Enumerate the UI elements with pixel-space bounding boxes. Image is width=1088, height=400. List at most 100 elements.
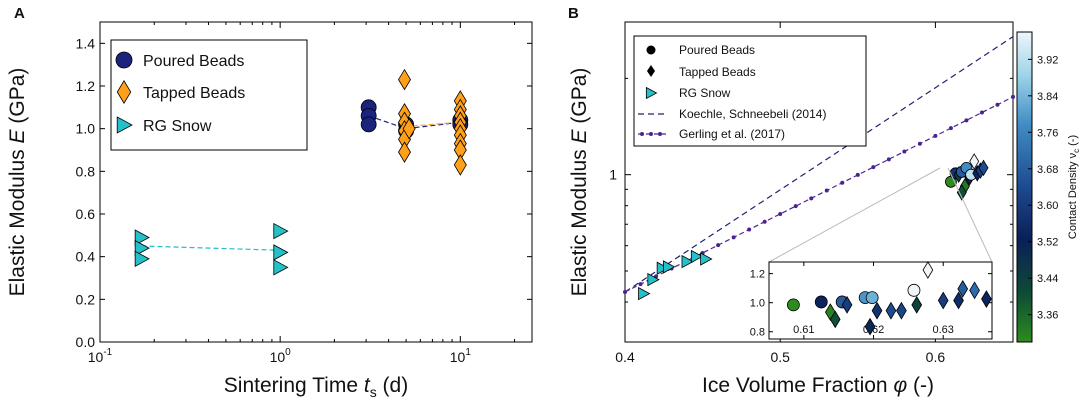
gerling-dot bbox=[995, 102, 1000, 107]
panel-a-xlabel-sub: s bbox=[370, 384, 377, 400]
a-xtick-label: 100 bbox=[270, 347, 292, 365]
inset-point-circle bbox=[907, 283, 921, 297]
a-point-triangle-right bbox=[134, 239, 150, 257]
gerling-dot bbox=[886, 157, 891, 162]
a-ytick-label: 0.6 bbox=[76, 206, 96, 222]
a-point-diamond bbox=[402, 117, 416, 140]
a-point-triangle-right bbox=[134, 250, 150, 267]
gerling-dot bbox=[638, 282, 643, 287]
colorbar-tick-label: 3.92 bbox=[1037, 54, 1058, 66]
colorbar-label-post: (-) bbox=[1067, 135, 1079, 149]
inset-point-diamond bbox=[969, 281, 980, 300]
gerling-dot bbox=[716, 243, 721, 248]
inset-point-diamond bbox=[864, 317, 876, 336]
b-snow-point bbox=[647, 272, 660, 287]
a-point-triangle-right bbox=[273, 222, 289, 240]
panel-a-ylabel-post: (GPa) bbox=[6, 68, 29, 130]
a-ytick-label: 0.4 bbox=[76, 249, 96, 265]
a-ytick-label: 0.8 bbox=[76, 163, 96, 179]
panel-a-xlabel-pre: Sintering Time bbox=[224, 374, 364, 397]
gerling-dot bbox=[948, 126, 953, 131]
b-cluster-point-diamond bbox=[978, 159, 989, 177]
panel-a-xlabel: Sintering Time ts (d) bbox=[224, 374, 408, 400]
panel-b-inset: 0.81.01.20.61 0.62 0.63 bbox=[750, 261, 993, 340]
panel-a-legend-box bbox=[110, 39, 308, 151]
inset-zoom-line-left bbox=[768, 167, 941, 263]
inset-ytick-label: 1.0 bbox=[750, 298, 765, 310]
panel-a-legend: Poured Beads Tapped Beads RG Snow bbox=[110, 39, 308, 151]
inset-point-diamond bbox=[922, 261, 934, 279]
inset-point-diamond bbox=[896, 301, 907, 320]
colorbar-gradient bbox=[1016, 31, 1033, 343]
panel-a-legend-tapped: Tapped Beads bbox=[143, 85, 245, 102]
a-trend-circle bbox=[368, 115, 461, 130]
a-point-circle bbox=[360, 116, 377, 133]
inset-point-diamond bbox=[937, 291, 949, 310]
panel-a-ylabel-pre: Elastic Modulus bbox=[6, 143, 29, 296]
panel-b-legend: Poured Beads Tapped Beads RG Snow Koechl… bbox=[633, 35, 867, 147]
gerling-dot bbox=[964, 118, 969, 123]
panel-b-ylabel: Elastic Modulus E (GPa) bbox=[568, 68, 591, 297]
b-snow-point bbox=[681, 254, 694, 269]
panel-b-xlabel-var: φ bbox=[893, 374, 907, 397]
inset-ticks: 0.81.01.20.61 0.62 0.63 bbox=[750, 262, 992, 339]
panel-b-legend-gerling: Gerling et al. (2017) bbox=[679, 127, 785, 141]
a-point-diamond bbox=[398, 68, 411, 91]
b-xtick-label: 0.6 bbox=[926, 349, 946, 365]
b-xtick-label: 0.4 bbox=[615, 349, 635, 365]
b-ytick-label: 1 bbox=[609, 167, 617, 183]
panel-a-ylabel: Elastic Modulus E (GPa) bbox=[6, 68, 29, 297]
gerling-dot bbox=[855, 172, 860, 177]
inset-marks bbox=[786, 261, 992, 336]
gerling-dot bbox=[933, 133, 938, 138]
inset-point-diamond bbox=[957, 279, 969, 298]
panel-b-legend-box bbox=[633, 35, 867, 147]
panel-b-legend-icons bbox=[638, 45, 666, 136]
gerling-dot bbox=[840, 180, 845, 185]
colorbar-tick-label: 3.68 bbox=[1037, 164, 1058, 176]
legend-snow-icon bbox=[116, 116, 133, 134]
inset-point-diamond bbox=[981, 290, 992, 308]
panel-a-legend-icons bbox=[115, 51, 133, 134]
inset-ytick-label: 0.8 bbox=[750, 327, 765, 339]
panel-b: 0.4 0.5 0.61 0.81.01.20.61 0.62 0.63 Elastic… bbox=[568, 21, 1015, 397]
a-trend-triangle-right bbox=[141, 245, 281, 251]
gerling-dot bbox=[1011, 94, 1015, 99]
panel-b-legend-snow: RG Snow bbox=[679, 86, 731, 100]
inset-point-circle bbox=[814, 295, 828, 309]
inset-xtick-label: 0.63 bbox=[933, 324, 954, 336]
legend-tapped-icon bbox=[116, 79, 132, 105]
b-cluster-point-diamond bbox=[969, 153, 980, 170]
colorbar: 3.36 3.44 3.52 3.60 3.68 3.76 3.84 3.92 Contact… bbox=[1016, 31, 1081, 343]
inset-ytick-label: 1.2 bbox=[750, 269, 765, 281]
panel-b-legend-poured: Poured Beads bbox=[679, 43, 755, 57]
panel-a-label: A bbox=[14, 5, 25, 22]
inset-point-diamond bbox=[885, 301, 897, 320]
legend-b-gerling-dot bbox=[658, 132, 662, 136]
inset-point-diamond bbox=[841, 295, 853, 314]
gerling-dot bbox=[824, 188, 829, 193]
panel-a-legend-poured: Poured Beads bbox=[143, 53, 244, 70]
panel-b-ylabel-var: E bbox=[568, 128, 591, 143]
legend-b-snow-icon bbox=[645, 86, 658, 100]
inset-point-circle bbox=[865, 291, 879, 304]
gerling-dot bbox=[917, 141, 922, 146]
panel-a-marks bbox=[134, 68, 469, 276]
panel-b-legend-tapped: Tapped Beads bbox=[679, 65, 756, 79]
panel-b-label: B bbox=[568, 5, 579, 22]
legend-b-gerling-dot bbox=[640, 132, 644, 136]
panel-b-xlabel-pre: Ice Volume Fraction bbox=[702, 374, 893, 397]
colorbar-ticks: 3.36 3.44 3.52 3.60 3.68 3.76 3.84 3.92 bbox=[1028, 54, 1058, 322]
b-snow-point bbox=[638, 286, 651, 301]
inset-zoom-line-right bbox=[947, 167, 993, 263]
panel-a-ticks: 0.0 0.2 0.4 0.6 0.8 1.0 1.2 1.4 10-1 100 101 bbox=[76, 22, 532, 365]
panel-a-ylabel-var: E bbox=[6, 128, 29, 143]
a-point-triangle-right bbox=[134, 229, 150, 246]
a-point-diamond bbox=[453, 154, 467, 176]
colorbar-tick-label: 3.76 bbox=[1037, 127, 1058, 139]
colorbar-tick-label: 3.36 bbox=[1037, 310, 1058, 322]
b-snow-point bbox=[690, 249, 704, 264]
panel-b-xlabel-post: (-) bbox=[907, 374, 934, 397]
panel-b-ticks: 0.4 0.5 0.61 bbox=[609, 22, 1013, 365]
